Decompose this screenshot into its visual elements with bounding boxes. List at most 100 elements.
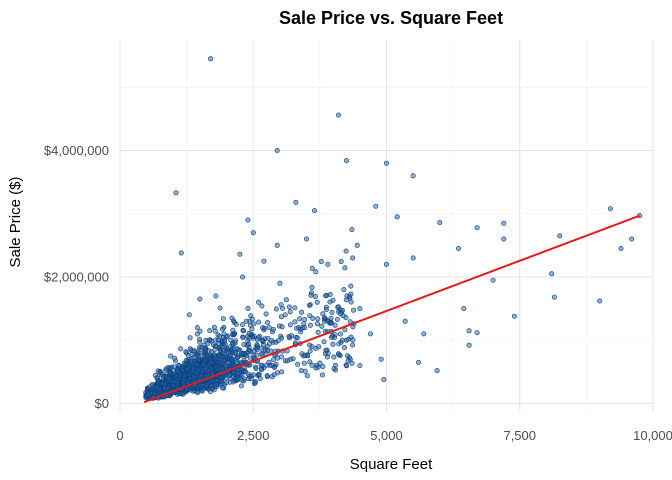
data-point: [269, 374, 275, 380]
data-point: [199, 353, 205, 359]
data-point: [325, 261, 331, 267]
data-point: [183, 357, 189, 363]
data-point: [203, 357, 209, 363]
data-point: [317, 360, 323, 366]
data-point: [337, 331, 343, 337]
data-point: [166, 376, 172, 382]
data-point: [257, 376, 263, 382]
data-point: [199, 373, 205, 379]
data-point: [325, 350, 331, 356]
data-point: [273, 306, 279, 312]
data-point: [274, 148, 280, 154]
data-point: [354, 242, 360, 248]
data-point: [248, 376, 254, 382]
data-point: [328, 315, 334, 321]
data-point: [324, 292, 330, 298]
data-point: [312, 294, 318, 300]
data-point: [240, 322, 246, 328]
data-point: [378, 356, 384, 362]
data-point: [187, 335, 193, 341]
data-point: [474, 330, 480, 336]
data-point: [383, 261, 389, 267]
data-point: [241, 376, 247, 382]
data-point: [193, 352, 199, 358]
data-point: [319, 323, 325, 329]
data-point: [167, 370, 173, 376]
grid-lines: [119, 40, 654, 412]
data-point: [305, 353, 311, 359]
data-point: [258, 367, 264, 373]
data-point: [343, 248, 349, 254]
data-point: [241, 328, 247, 334]
data-point: [207, 328, 213, 334]
data-point: [224, 334, 230, 340]
data-point: [345, 358, 351, 364]
data-point: [490, 277, 496, 283]
data-point: [231, 374, 237, 380]
data-point: [421, 331, 427, 337]
y-axis-title: Sale Price ($): [7, 177, 24, 268]
data-point: [307, 348, 313, 354]
data-point: [342, 265, 348, 271]
data-point: [270, 326, 276, 332]
data-point: [231, 369, 237, 375]
data-point: [294, 325, 300, 331]
data-point: [155, 378, 161, 384]
data-point: [227, 379, 233, 385]
data-point: [282, 358, 288, 364]
trend-line-segment: [143, 214, 641, 404]
y-tick-label: $4,000,000: [44, 143, 109, 158]
data-point: [172, 379, 178, 385]
data-point: [466, 342, 472, 348]
data-point: [274, 242, 280, 248]
data-point: [239, 372, 245, 378]
data-point: [357, 363, 363, 369]
data-point: [314, 299, 320, 305]
data-point: [250, 230, 256, 236]
data-point: [311, 208, 317, 214]
data-point: [213, 293, 219, 299]
data-point: [194, 325, 200, 331]
data-point: [306, 302, 312, 308]
data-point: [273, 339, 279, 345]
data-point: [217, 354, 223, 360]
data-point: [511, 313, 517, 319]
data-point: [474, 225, 480, 231]
data-point: [434, 368, 440, 374]
data-point: [348, 283, 354, 289]
data-point: [259, 303, 265, 309]
data-point: [251, 321, 257, 327]
data-point: [343, 315, 349, 321]
data-point: [331, 366, 337, 372]
data-point: [437, 220, 443, 226]
data-point: [331, 354, 337, 360]
data-point: [315, 329, 321, 335]
data-point: [307, 342, 313, 348]
data-point: [277, 280, 283, 286]
data-point: [235, 354, 241, 360]
data-point: [394, 214, 400, 220]
data-point: [629, 236, 635, 242]
data-point: [341, 344, 347, 350]
data-point: [455, 246, 461, 252]
data-point: [222, 350, 228, 356]
data-point: [152, 372, 158, 378]
data-point: [218, 364, 224, 370]
data-point: [162, 385, 168, 391]
data-point: [197, 328, 203, 334]
data-point: [246, 335, 252, 341]
data-point: [240, 274, 246, 280]
data-point: [501, 236, 507, 242]
x-tick-label: 7,500: [503, 428, 536, 443]
data-point: [217, 305, 223, 311]
data-point: [256, 371, 262, 377]
data-point: [231, 319, 237, 325]
data-point: [320, 311, 326, 317]
data-point: [226, 372, 232, 378]
data-point: [264, 344, 270, 350]
data-point: [246, 341, 252, 347]
data-point: [292, 305, 298, 311]
data-point: [254, 347, 260, 353]
data-point: [286, 304, 292, 310]
data-point: [185, 366, 191, 372]
